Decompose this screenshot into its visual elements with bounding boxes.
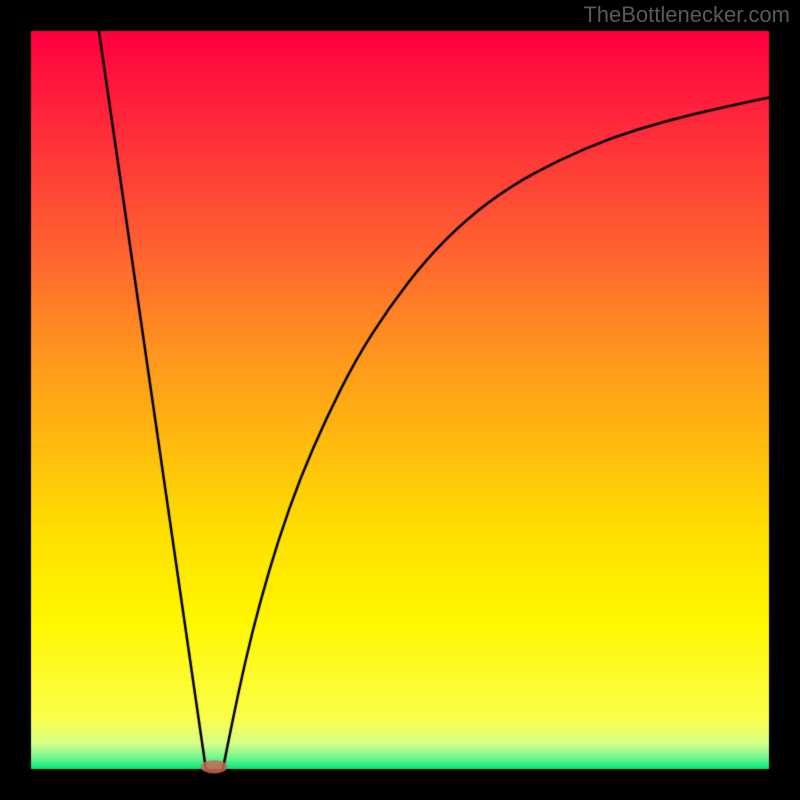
bottleneck-chart: TheBottlenecker.com xyxy=(0,0,800,800)
watermark-text: TheBottlenecker.com xyxy=(583,2,790,28)
chart-canvas xyxy=(0,0,800,800)
